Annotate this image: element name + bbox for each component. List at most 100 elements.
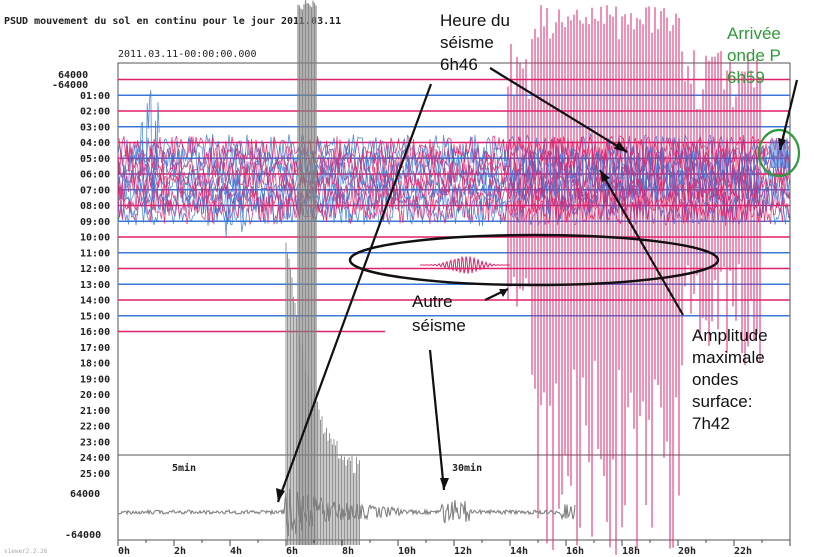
row-label: 15:00 (80, 311, 110, 322)
row-label: 22:00 (80, 422, 110, 433)
quake-blue (573, 167, 576, 204)
quake-blue (625, 158, 628, 195)
annot-heure-2: séisme (440, 33, 494, 52)
hourly-row-labels: 01:00 02:00 03:00 04:00 05:00 06:00 07:00 08:00… (80, 91, 110, 480)
row-label: 18:00 (80, 359, 110, 370)
noise-pink (117, 135, 791, 166)
row-label: 20:00 (80, 390, 110, 401)
annot-amp-5: 7h42 (692, 414, 730, 433)
quake-blue (569, 166, 572, 203)
noise-burst-left (139, 90, 160, 208)
quake-blue (721, 152, 724, 189)
quake-blue (753, 160, 756, 197)
marker-5min: 5min (172, 462, 196, 474)
quake-blue (693, 151, 696, 188)
quake-blue (681, 164, 684, 201)
quake-blue (689, 153, 692, 190)
annot-amp-3: ondes (692, 370, 738, 389)
row-label: 19:00 (80, 374, 110, 385)
arrow-heads (276, 138, 786, 502)
quake-blue (641, 161, 644, 198)
quake-blue (613, 158, 616, 196)
quake-blue (545, 171, 548, 208)
quake-blue (553, 164, 556, 201)
annot-autre-2: séisme (412, 316, 466, 335)
marker-30min: 30min (452, 462, 482, 474)
row-label: 23:00 (80, 437, 110, 448)
quake-blue (645, 170, 648, 207)
annot-autre-1: Autre (412, 292, 453, 311)
annot-amp-4: surface: (692, 392, 752, 411)
quake-blue (665, 164, 668, 201)
arrowhead-arrivee (778, 138, 786, 150)
row-label: 02:00 (80, 107, 110, 118)
row-label: 24:00 (80, 453, 110, 464)
row-label: 07:00 (80, 185, 110, 196)
quake-blue (713, 171, 716, 208)
x-tick-label: 22h (734, 546, 752, 557)
row-label: 03:00 (80, 122, 110, 133)
upper-panel-frame (117, 62, 791, 456)
row-label: 21:00 (80, 406, 110, 417)
arrow-amplitude (599, 169, 684, 316)
arrow-heure-top (489, 67, 628, 153)
x-tick-label: 18h (622, 546, 640, 557)
row-label: 08:00 (80, 201, 110, 212)
quake-blue (705, 165, 708, 202)
quake-blue (685, 147, 688, 184)
quake-blue (513, 169, 516, 206)
quake-blue (749, 159, 752, 196)
quake-blue (717, 149, 720, 186)
start-timestamp: 2011.03.11-00:00:00.000 (118, 49, 256, 60)
quake-blue (677, 161, 680, 198)
quake-blue (629, 161, 632, 198)
quake-blue (757, 166, 760, 203)
quake-blue (577, 153, 580, 190)
bottom-trace-path (117, 488, 576, 537)
quake-blue (745, 152, 748, 189)
quake-blue (581, 154, 584, 191)
x-tick-label: 16h (566, 546, 584, 557)
row-label: 05:00 (80, 154, 110, 165)
row-label: 10:00 (80, 233, 110, 244)
noise-blue (117, 146, 791, 179)
noise-pink (117, 183, 791, 214)
p-wave-burst (770, 140, 788, 168)
gray-zoom-trace (285, 0, 360, 545)
noise-burst-left-2 (224, 169, 245, 238)
amplitude-top-neg-label: -64000 (52, 80, 88, 91)
quake-blue (561, 153, 564, 190)
x-tick-label: 6h (286, 546, 298, 557)
quake-blue (617, 158, 620, 195)
quake-blue (541, 167, 544, 204)
quake-blue (657, 152, 660, 189)
quake-blue (521, 153, 524, 190)
quake-blue (621, 161, 624, 198)
quake-blue (697, 162, 700, 199)
bottom-zoom-trace (117, 488, 576, 537)
arrowhead-autre (499, 289, 508, 297)
row-label: 14:00 (80, 296, 110, 307)
quake-blue (533, 149, 536, 186)
quake-blue (589, 171, 592, 208)
quake-blue (597, 151, 600, 188)
quake-blue (649, 156, 652, 193)
annot-arrivee-2: onde P (727, 46, 781, 65)
amplitude-top-label: 64000 (58, 70, 88, 81)
noise-pink (117, 146, 791, 178)
surface-wave-ellipse (348, 233, 720, 287)
x-axis-ticks: 0h 2h 4h 6h 8h 10h 12h 14h 16h 18h 20h 22h (117, 540, 791, 557)
annot-arrivee-3: 6h59 (727, 68, 765, 87)
quake-blue (733, 168, 736, 205)
arrow-autre-bottom (428, 349, 446, 491)
x-tick-label: 0h (118, 546, 130, 557)
quake-blue (669, 161, 672, 199)
row-label: 04:00 (80, 138, 110, 149)
row-label: 25:00 (80, 469, 110, 480)
p-wave-circle (757, 128, 801, 178)
row-label: 06:00 (80, 170, 110, 181)
quake-blue (593, 158, 596, 196)
row-label: 16:00 (80, 327, 110, 338)
quake-blue (673, 165, 676, 202)
